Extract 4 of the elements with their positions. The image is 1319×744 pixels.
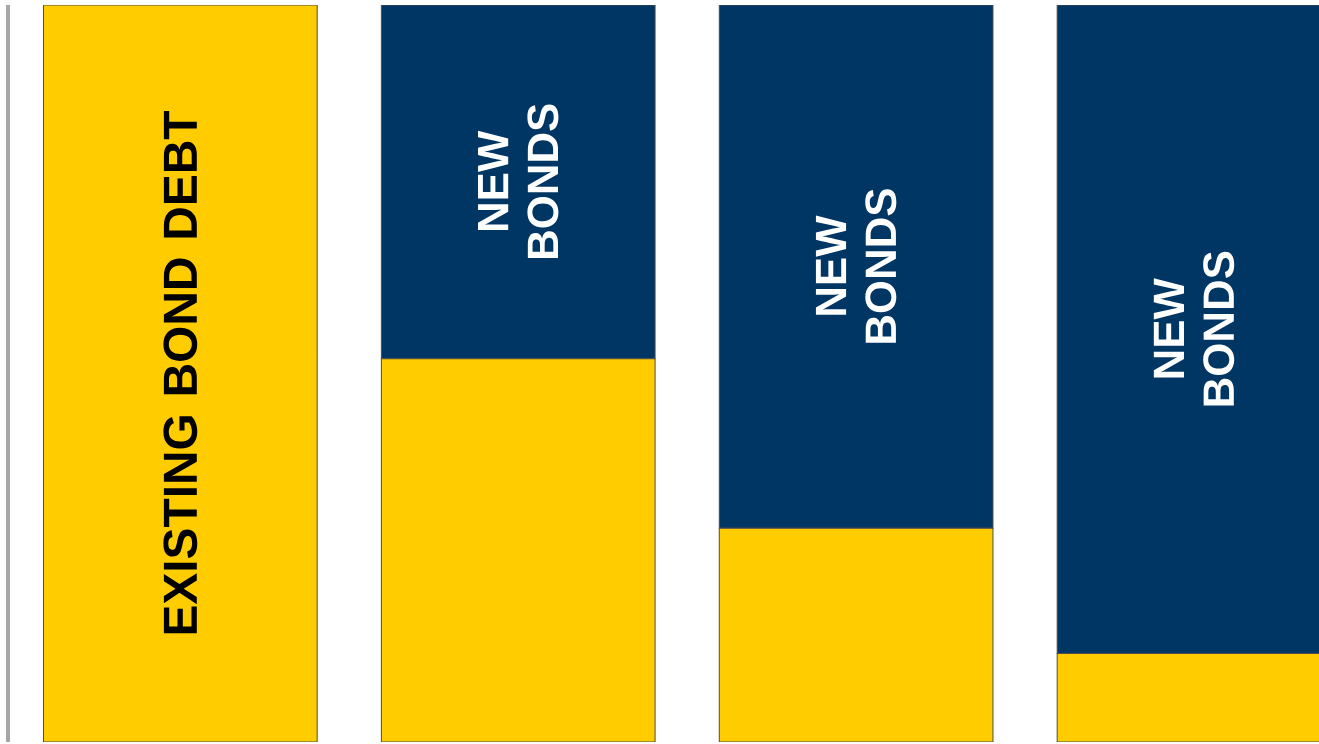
series-label: EXISTING BOND DEBT — [163, 111, 198, 634]
text: NEW BONDS — [815, 189, 897, 343]
series-label: NEW BONDS — [1153, 251, 1235, 406]
text: NEW BONDS — [478, 104, 559, 259]
